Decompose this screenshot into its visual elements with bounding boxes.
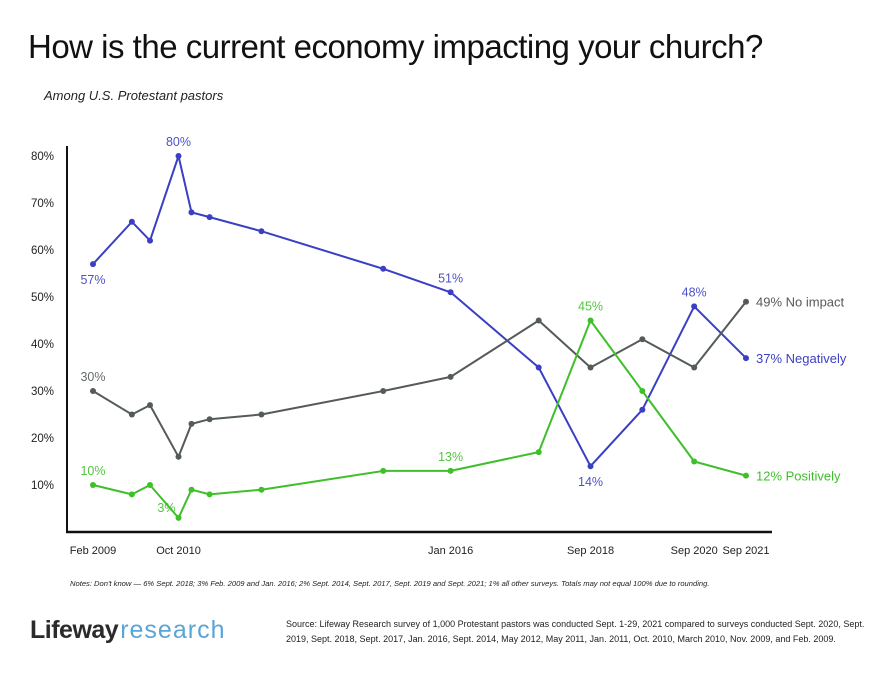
data-point-negatively: [175, 153, 182, 159]
data-label-positively: 10%: [80, 464, 105, 478]
data-point-negatively: [188, 209, 195, 216]
data-point-negatively: [206, 214, 213, 221]
data-point-no-impact: [691, 364, 698, 371]
logo-wordmark-bold: Lifeway: [30, 616, 119, 644]
series-lines: [90, 153, 749, 521]
y-tick-label: 50%: [31, 292, 54, 304]
x-tick-label: Jan 2016: [428, 545, 473, 557]
data-point-positively: [206, 491, 213, 498]
lifeway-research-logo: Lifewayresearch: [30, 616, 225, 645]
data-point-no-impact: [380, 388, 387, 394]
data-label-negatively: 14%: [578, 475, 603, 489]
data-point-no-impact: [743, 298, 749, 305]
data-point-positively: [743, 472, 749, 479]
data-point-negatively: [639, 406, 646, 413]
y-tick-label: 30%: [31, 386, 54, 398]
data-label-negatively: 80%: [166, 135, 191, 149]
data-point-negatively: [147, 237, 154, 244]
data-point-no-impact: [587, 364, 594, 371]
series-line-positively: [92, 319, 747, 519]
data-point-no-impact: [447, 373, 454, 380]
data-label-positively: 45%: [578, 300, 603, 314]
x-tick-label: Sep 2018: [567, 545, 614, 557]
data-point-positively: [639, 388, 646, 394]
data-point-negatively: [380, 265, 387, 272]
data-labels: 57% 80% 51% 14% 48% 37% Negatively 30% 49% No i…: [80, 135, 846, 515]
data-point-positively: [175, 514, 182, 521]
series-end-label-negatively: 37% Negatively: [756, 351, 847, 366]
x-tick-label: Oct 2010: [156, 545, 201, 557]
series-end-label-no-impact: 49% No impact: [756, 295, 845, 310]
y-tick-label: 60%: [31, 245, 54, 257]
series-end-label-positively: 12% Positively: [756, 469, 841, 484]
data-point-no-impact: [206, 416, 213, 423]
data-label-no-impact: 30%: [80, 370, 105, 384]
chart-notes: Notes: Don't know — 6% Sept. 2018; 3% Fe…: [70, 579, 710, 588]
y-tick-label: 70%: [31, 198, 54, 210]
y-tick-label: 20%: [31, 433, 54, 445]
data-point-no-impact: [175, 453, 182, 460]
data-label-negatively: 57%: [80, 273, 105, 287]
data-point-positively: [535, 449, 542, 456]
logo-wordmark-light: research: [120, 616, 226, 644]
data-point-no-impact: [535, 317, 542, 324]
data-point-negatively: [90, 261, 96, 268]
chart-title: How is the current economy impacting you…: [28, 28, 763, 65]
data-point-no-impact: [147, 402, 154, 409]
data-point-positively: [90, 482, 96, 488]
chart-subtitle: Among U.S. Protestant pastors: [44, 88, 224, 103]
series-line-negatively: [92, 155, 747, 468]
data-point-negatively: [258, 228, 265, 235]
series-line-no-impact: [92, 301, 747, 458]
data-point-positively: [447, 467, 454, 474]
data-label-positively: 13%: [438, 450, 463, 464]
data-point-negatively: [691, 303, 698, 310]
data-point-no-impact: [90, 388, 96, 394]
data-point-negatively: [587, 463, 594, 470]
y-tick-label: 10%: [31, 480, 54, 492]
data-point-no-impact: [188, 420, 195, 427]
data-label-positively: 3%: [157, 501, 175, 515]
data-point-negatively: [743, 355, 749, 362]
data-point-no-impact: [639, 336, 646, 343]
source-note: Source: Lifeway Research survey of 1,000…: [286, 619, 865, 644]
data-point-positively: [147, 482, 154, 488]
data-point-negatively: [447, 289, 454, 296]
data-point-positively: [691, 458, 698, 465]
y-tick-label: 40%: [31, 339, 54, 351]
x-tick-label: Sep 2020: [671, 545, 718, 557]
data-point-negatively: [535, 364, 542, 371]
data-point-positively: [128, 491, 135, 498]
x-tick-label: Feb 2009: [70, 545, 116, 557]
data-point-positively: [587, 317, 594, 324]
data-label-negatively: 51%: [438, 271, 463, 285]
data-point-no-impact: [258, 411, 265, 418]
y-tick-label: 80%: [31, 151, 54, 163]
data-point-no-impact: [128, 411, 135, 418]
data-point-negatively: [128, 218, 135, 225]
data-label-negatively: 48%: [682, 285, 707, 299]
data-point-positively: [188, 486, 195, 493]
axes: 10% 20% 30% 40% 50% 60% 70% 80% Feb 2009 Oct 2010…: [31, 146, 772, 557]
x-tick-label: Sep 2021: [722, 545, 769, 557]
data-point-positively: [258, 486, 265, 493]
data-point-positively: [380, 467, 387, 474]
